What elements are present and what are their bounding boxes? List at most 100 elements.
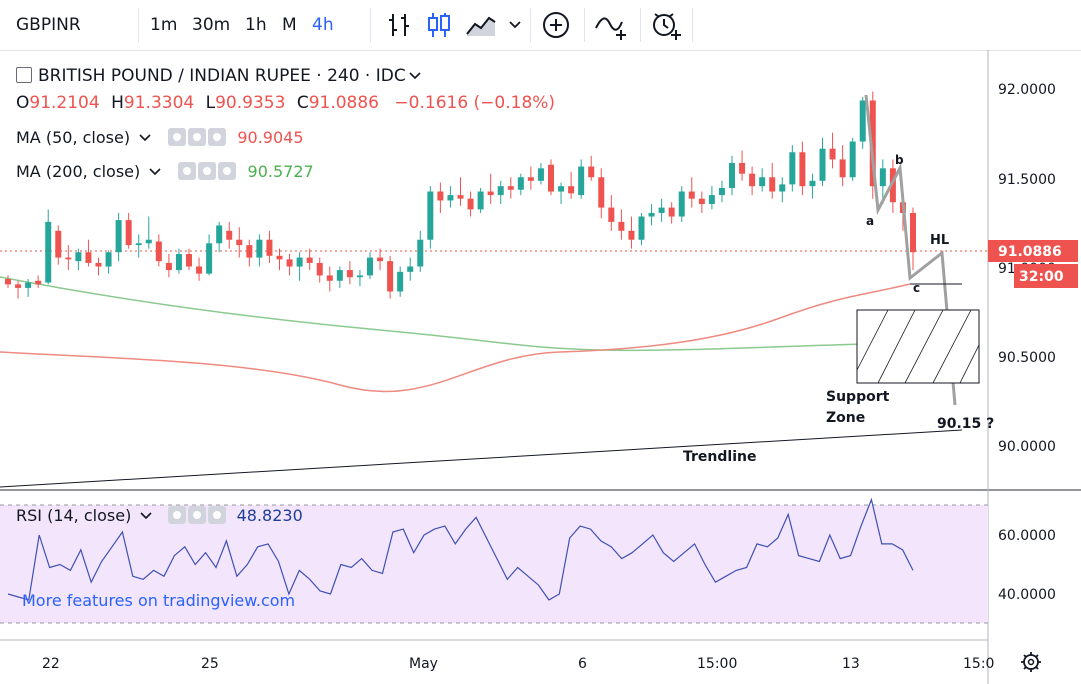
remove-icon[interactable]	[208, 128, 227, 146]
countdown-value: 32:00	[1019, 269, 1064, 285]
interval-30m[interactable]: 30m	[192, 15, 231, 35]
rsi-tick: 60.0000	[998, 528, 1056, 544]
candle-body	[739, 162, 746, 174]
support-zone-label: Support Zone	[826, 389, 890, 426]
change-value: −0.1616 (−0.18%)	[394, 93, 556, 113]
indicators-icon[interactable]	[594, 10, 630, 40]
price-tick: 90.0000	[998, 439, 1056, 455]
candle-body	[718, 187, 725, 196]
collapse-icon[interactable]	[16, 67, 32, 83]
price-tick: 90.5000	[998, 350, 1056, 366]
ma200-value: 90.5727	[247, 162, 314, 181]
candle-body	[155, 241, 162, 262]
candle-body	[537, 168, 544, 181]
visibility-icon[interactable]	[168, 128, 187, 146]
ohlc-legend: O91.2104 H91.3304 L90.9353 C91.0886 −0.1…	[16, 93, 555, 113]
candle-body	[45, 221, 52, 283]
candle-body	[105, 252, 112, 267]
candle-body	[759, 177, 766, 187]
rsi-value: 48.8230	[236, 506, 303, 525]
candle-body	[698, 198, 705, 205]
candle-style-icon[interactable]	[425, 10, 453, 40]
close-label: C	[296, 93, 309, 113]
rsi-line	[7, 497, 914, 601]
candle-body	[356, 275, 363, 278]
candle-body	[729, 162, 735, 188]
toolbar-divider	[530, 8, 531, 42]
high-value: 91.3304	[123, 93, 195, 113]
candle-body	[206, 243, 213, 274]
ma50-value: 90.9045	[237, 128, 304, 147]
candle-body	[648, 212, 655, 217]
candle-body	[527, 177, 534, 181]
area-style-icon[interactable]	[465, 10, 497, 40]
candle-body	[809, 180, 816, 187]
candle-body	[588, 166, 595, 178]
support-zone-box[interactable]	[856, 309, 980, 384]
interval-month[interactable]: M	[282, 15, 297, 35]
bar-style-icon[interactable]	[385, 10, 413, 40]
candle-body	[598, 177, 605, 208]
price-tick: 92.0000	[998, 82, 1056, 98]
close-value: 91.0886	[308, 93, 380, 113]
high-label: H	[111, 93, 124, 113]
time-tick: 15:0	[963, 656, 994, 672]
symbol-search[interactable]: GBPINR	[16, 15, 81, 35]
candle-body	[869, 100, 876, 187]
wave-label-b: b	[895, 153, 904, 167]
candle-body	[497, 186, 504, 196]
interval-1m[interactable]: 1m	[150, 15, 178, 35]
candle-body	[467, 198, 474, 210]
settings-icon[interactable]	[198, 162, 217, 180]
candle-body	[407, 266, 414, 272]
candle-body	[799, 152, 806, 187]
trendline[interactable]	[0, 429, 963, 488]
interval-4h[interactable]: 4h	[312, 15, 334, 35]
candle-body	[829, 148, 836, 160]
chevron-down-icon[interactable]	[149, 167, 161, 177]
settings-icon[interactable]	[188, 128, 207, 146]
ma200-line	[0, 276, 911, 352]
remove-icon[interactable]	[207, 506, 226, 524]
alert-icon[interactable]	[651, 10, 683, 42]
visibility-icon[interactable]	[178, 162, 197, 180]
time-tick: May	[409, 656, 438, 672]
candle-body	[889, 168, 896, 203]
low-value: 90.9353	[215, 93, 286, 113]
settings-icon[interactable]	[187, 506, 206, 524]
candle-body	[819, 148, 826, 181]
ma50-line	[0, 283, 911, 393]
candle-body	[558, 186, 565, 192]
chevron-down-icon[interactable]	[508, 18, 522, 32]
candle-body	[175, 254, 182, 271]
candle-body	[196, 266, 203, 274]
candle-body	[910, 212, 916, 253]
rsi-path	[7, 497, 914, 601]
watermark[interactable]: More features on tradingview.com	[22, 591, 295, 610]
chevron-down-icon[interactable]	[140, 511, 152, 521]
wave-projection[interactable]	[864, 94, 957, 406]
candle-body	[276, 255, 283, 260]
interval-1h[interactable]: 1h	[245, 15, 267, 35]
candle-body	[568, 186, 575, 194]
remove-icon[interactable]	[218, 162, 237, 180]
visibility-icon[interactable]	[167, 506, 186, 524]
chevron-down-icon[interactable]	[409, 71, 421, 81]
current-price-tag	[988, 240, 1078, 262]
candle-body	[668, 207, 675, 217]
rsi-tick: 40.0000	[998, 587, 1056, 603]
series-legend: BRITISH POUND / INDIAN RUPEE · 240 · IDC	[16, 66, 421, 86]
candle-body	[296, 257, 303, 267]
price-tick: 91.5000	[998, 172, 1056, 188]
candle-body	[387, 261, 394, 292]
candle-body	[286, 259, 293, 267]
chevron-down-icon[interactable]	[139, 133, 151, 143]
settings-gear-icon[interactable]	[1021, 652, 1041, 672]
candle-body	[246, 245, 253, 258]
candle-body	[427, 191, 434, 240]
candle-body	[548, 164, 554, 192]
candle-body	[125, 220, 132, 246]
candle-body	[367, 257, 373, 276]
add-compare-icon[interactable]	[541, 10, 571, 40]
